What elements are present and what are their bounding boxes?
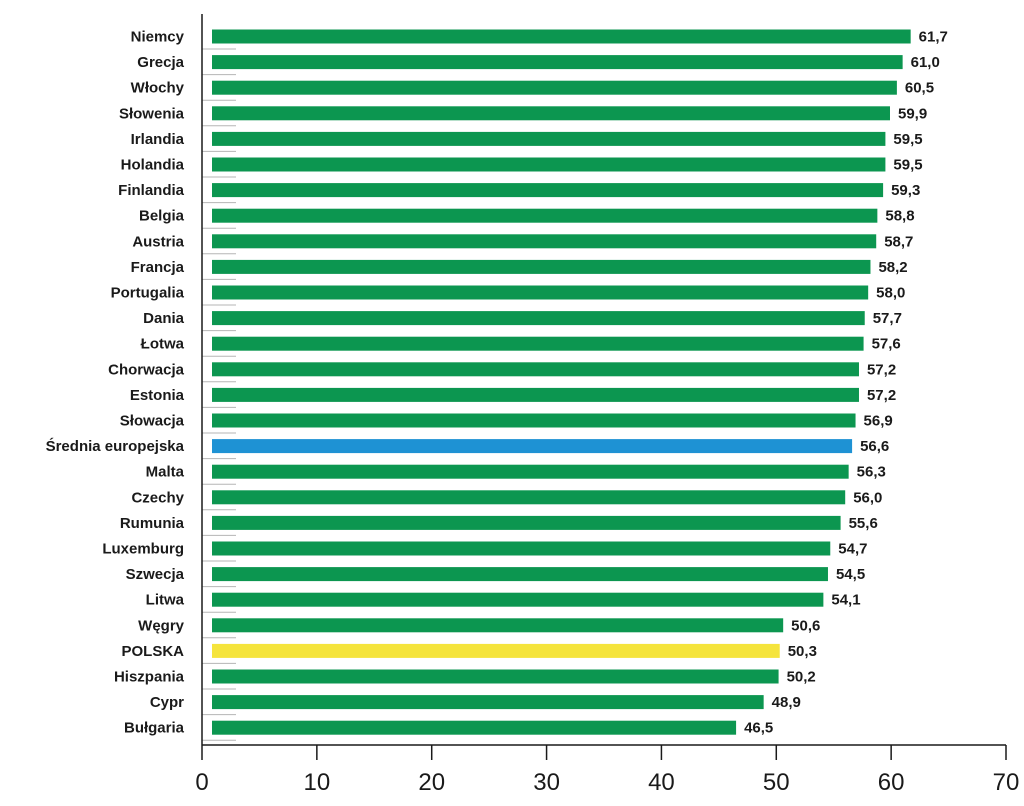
x-tick-label: 70 [993, 769, 1020, 796]
value-label: 54,5 [836, 566, 865, 583]
bar [212, 464, 849, 479]
bar [212, 157, 886, 172]
value-label: 58,7 [884, 233, 913, 250]
category-label: Irlandia [131, 131, 185, 148]
value-label: 59,9 [898, 105, 927, 122]
value-label: 58,2 [878, 259, 907, 276]
category-label: Malta [146, 464, 185, 481]
value-label: 57,7 [873, 310, 902, 327]
value-label: 56,6 [860, 438, 889, 455]
value-label: 50,6 [791, 617, 820, 634]
x-axis-ticks: 0 10 20 30 40 50 60 70 [195, 745, 1019, 796]
x-tick-label: 10 [304, 769, 331, 796]
bar [212, 336, 864, 351]
bar [212, 234, 877, 249]
category-label: Holandia [121, 157, 185, 174]
bar [212, 439, 853, 454]
category-label: Estonia [130, 387, 185, 404]
value-label: 61,7 [919, 29, 948, 46]
bar [212, 259, 871, 274]
bar [212, 362, 859, 377]
bar [212, 106, 890, 121]
bar [212, 183, 884, 198]
value-label: 59,5 [893, 157, 922, 174]
value-label: 59,3 [891, 182, 920, 199]
value-label: 55,6 [849, 515, 878, 532]
category-label: Węgry [138, 617, 185, 634]
category-label: Niemcy [131, 29, 185, 46]
category-label: POLSKA [121, 643, 184, 660]
bar [212, 618, 784, 633]
bar [212, 55, 903, 70]
category-label: Grecja [137, 54, 184, 71]
x-tick-label: 60 [878, 769, 905, 796]
value-label: 56,9 [864, 413, 893, 430]
value-label: 50,2 [787, 669, 816, 686]
category-label: Łotwa [141, 336, 185, 353]
value-label: 48,9 [772, 694, 801, 711]
category-label: Austria [132, 233, 184, 250]
value-label: 58,8 [885, 208, 914, 225]
category-label: Luxemburg [102, 541, 184, 558]
bar [212, 643, 780, 658]
category-label: Czechy [131, 489, 184, 506]
bar [212, 285, 869, 300]
category-label: Hiszpania [114, 669, 185, 686]
category-label: Finlandia [118, 182, 184, 199]
value-label: 59,5 [893, 131, 922, 148]
value-label: 56,3 [857, 464, 886, 481]
category-label: Belgia [139, 208, 185, 225]
x-tick-label: 40 [648, 769, 675, 796]
value-label: 57,2 [867, 361, 896, 378]
category-label: Włochy [131, 80, 185, 97]
bar [212, 541, 831, 556]
value-label: 50,3 [788, 643, 817, 660]
value-label: 54,7 [838, 541, 867, 558]
value-label: 58,0 [876, 285, 905, 302]
category-label: Litwa [146, 592, 185, 609]
category-label: Francja [131, 259, 185, 276]
category-label: Słowenia [119, 105, 185, 122]
bar [212, 592, 824, 607]
category-label: Cypr [150, 694, 184, 711]
category-label: Portugalia [111, 285, 185, 302]
value-label: 61,0 [911, 54, 940, 71]
bar [212, 131, 886, 146]
x-tick-label: 0 [195, 769, 208, 796]
value-label: 60,5 [905, 80, 934, 97]
value-label: 56,0 [853, 489, 882, 506]
bar [212, 413, 856, 428]
bar [212, 515, 841, 530]
bar [212, 80, 897, 95]
bar [212, 669, 779, 684]
category-label: Szwecja [126, 566, 185, 583]
bar [212, 720, 737, 735]
category-label: Rumunia [120, 515, 185, 532]
x-tick-label: 50 [763, 769, 790, 796]
value-label: 57,6 [872, 336, 901, 353]
bar [212, 29, 911, 44]
value-label: 54,1 [831, 592, 860, 609]
bar [212, 311, 865, 326]
x-tick-label: 30 [533, 769, 560, 796]
chart-rows: Niemcy 61,7 Grecja 61,0 Włochy 60,5 Słowenia 59… [46, 29, 948, 741]
value-label: 57,2 [867, 387, 896, 404]
bar [212, 695, 764, 710]
category-label: Dania [143, 310, 185, 327]
x-tick-label: 20 [418, 769, 445, 796]
category-label: Słowacja [120, 413, 185, 430]
bar [212, 208, 878, 223]
category-label: Chorwacja [108, 361, 185, 378]
bar [212, 490, 846, 505]
value-label: 46,5 [744, 720, 773, 737]
bar [212, 387, 859, 402]
category-label: Średnia europejska [46, 437, 185, 455]
category-label: Bułgaria [124, 720, 185, 737]
bar [212, 567, 828, 582]
